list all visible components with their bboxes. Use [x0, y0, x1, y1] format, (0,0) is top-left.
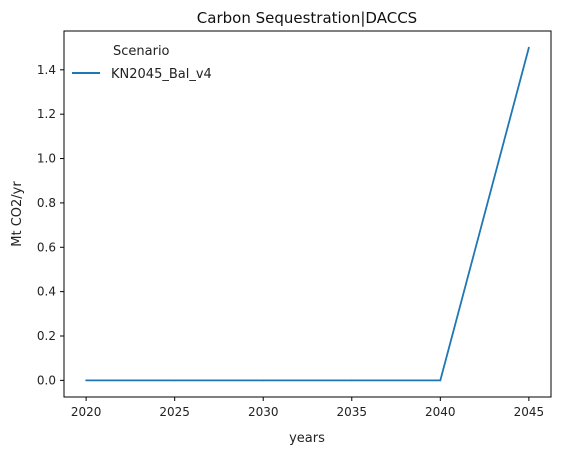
- x-tick-label: 2025: [159, 405, 190, 419]
- x-tick-label: 2040: [425, 405, 456, 419]
- x-tick-label: 2030: [248, 405, 279, 419]
- x-axis: 2020 2025 2030 2035 2040 2045: [71, 397, 544, 419]
- data-point: [85, 379, 88, 382]
- legend-title: Scenario: [113, 44, 170, 59]
- x-tick-label: 2045: [514, 405, 545, 419]
- legend: Scenario KN2045_Bal_v4: [72, 44, 212, 82]
- y-axis: 0.0 0.2 0.4 0.6 0.8 1.0 1.2 1.4: [37, 63, 64, 387]
- data-point: [350, 379, 353, 382]
- data-point: [262, 379, 265, 382]
- data-point: [527, 46, 530, 49]
- y-tick-label: 0.0: [37, 373, 56, 387]
- chart-title: Carbon Sequestration|DACCS: [197, 9, 417, 27]
- data-point: [439, 379, 442, 382]
- y-axis-label: Mt CO2/yr: [10, 181, 25, 247]
- y-tick-label: 0.6: [37, 240, 56, 254]
- y-tick-label: 1.2: [37, 107, 56, 121]
- y-tick-label: 1.4: [37, 63, 56, 77]
- y-tick-label: 0.8: [37, 196, 56, 210]
- x-tick-label: 2020: [71, 405, 102, 419]
- x-tick-label: 2035: [336, 405, 367, 419]
- y-tick-label: 1.0: [37, 152, 56, 166]
- series-line: [86, 47, 530, 382]
- y-tick-label: 0.4: [37, 285, 56, 299]
- data-point: [173, 379, 176, 382]
- legend-label: KN2045_Bal_v4: [111, 67, 212, 82]
- x-axis-label: years: [289, 431, 325, 446]
- series-layer: [85, 46, 530, 382]
- plot-area-frame: [63, 30, 552, 398]
- y-tick-label: 0.2: [37, 329, 56, 343]
